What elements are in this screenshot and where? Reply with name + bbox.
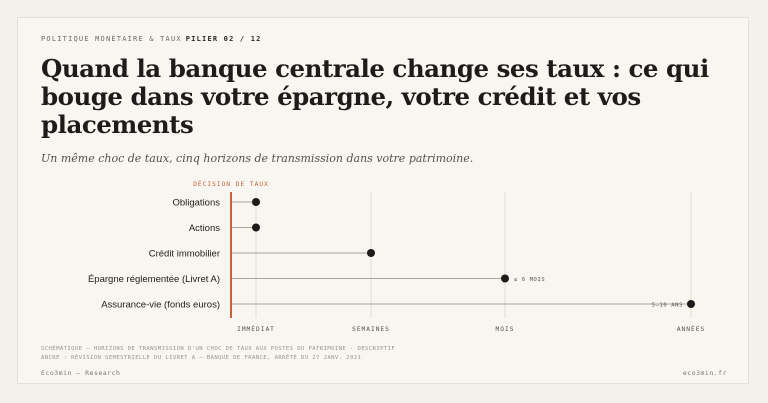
row-label: Crédit immobilier — [149, 249, 220, 260]
footnote: SCHÉMATIQUE — HORIZONS DE TRANSMISSION D… — [41, 345, 395, 363]
horizon-label: IMMÉDIAT — [237, 324, 275, 333]
horizon-label: MOIS — [496, 326, 515, 333]
transmission-dot — [687, 300, 695, 308]
kicker: POLITIQUE MONÉTAIRE & TAUX PILIER 02 / 12 — [41, 35, 262, 43]
kicker-section: POLITIQUE MONÉTAIRE & TAUX — [41, 35, 182, 43]
transmission-dot — [252, 223, 260, 232]
horizon-label: ANNÉES — [677, 324, 705, 333]
page-title: Quand la banque centrale change ses taux… — [41, 54, 709, 139]
row-label: Obligations — [172, 198, 220, 209]
transmission-dot — [501, 274, 509, 283]
row-label: Assurance-vie (fonds euros) — [101, 300, 220, 311]
row-label: Actions — [189, 223, 220, 234]
row-label: Épargne réglementée (Livret A) — [88, 274, 220, 285]
card-frame — [17, 17, 749, 384]
horizon-label: SEMAINES — [352, 326, 390, 333]
kicker-pillar: PILIER 02 / 12 — [185, 35, 262, 43]
footnote-line-2: ANCRE : RÉVISION SEMESTRIELLE DU LIVRET … — [41, 355, 362, 361]
footer-site: eco3min.fr — [682, 369, 727, 377]
subtitle: Un même choc de taux, cinq horizons de t… — [41, 152, 474, 165]
transmission-dot — [367, 249, 375, 257]
decision-label: DÉCISION DE TAUX — [193, 179, 269, 188]
footer-brand: Eco3min — Research — [41, 369, 121, 377]
footnote-line-1: SCHÉMATIQUE — HORIZONS DE TRANSMISSION D… — [41, 346, 396, 352]
row-annotation: ≤ 6 MOIS — [514, 277, 545, 283]
row-annotation: 5–10 ANS — [652, 303, 683, 309]
transmission-dot — [252, 198, 260, 206]
